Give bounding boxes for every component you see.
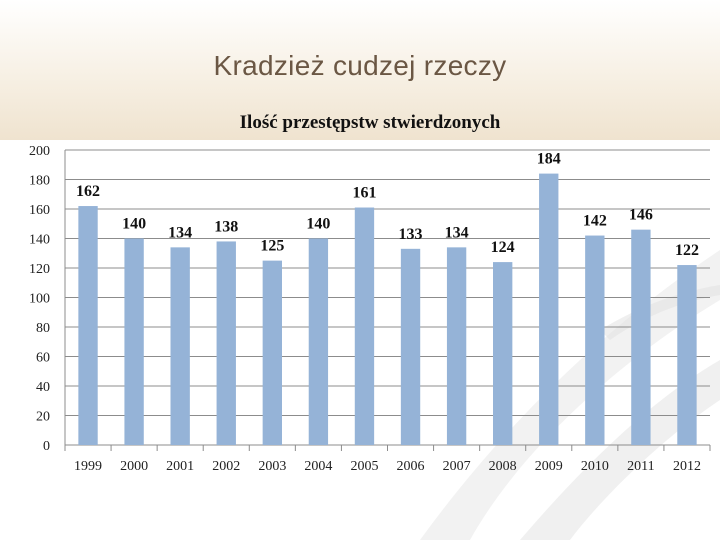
data-label-2009: 184 <box>537 151 561 168</box>
data-label-2004: 140 <box>306 216 330 233</box>
data-label-2003: 125 <box>260 238 284 255</box>
x-tick-label-1999: 1999 <box>74 459 102 474</box>
x-tick-label-2003: 2003 <box>258 459 286 474</box>
data-label-2002: 138 <box>214 218 238 235</box>
chart-gridlines <box>64 149 711 451</box>
data-label-2001: 134 <box>168 224 192 241</box>
x-tick-label-2008: 2008 <box>489 459 517 474</box>
data-label-2008: 124 <box>491 239 515 256</box>
data-label-2005: 161 <box>352 185 376 202</box>
x-tick-label-2011: 2011 <box>627 459 654 474</box>
x-tick-label-2000: 2000 <box>120 459 148 474</box>
slide-background-gradient <box>0 0 720 140</box>
y-tick-label: 140 <box>29 233 50 248</box>
y-tick-label: 100 <box>29 292 50 307</box>
x-tick-label-2005: 2005 <box>350 459 378 474</box>
y-tick-label: 60 <box>36 351 50 366</box>
x-tick-label-2007: 2007 <box>443 459 471 474</box>
y-tick-label: 160 <box>29 203 50 218</box>
bar-1999 <box>78 206 98 445</box>
x-axis-ticks: 1999 2000 2001 2002 2003 2004 2005 2006 2007 2008… <box>74 459 701 474</box>
bar-2004 <box>308 238 329 445</box>
y-tick-label: 200 <box>29 144 50 159</box>
chart-title: Ilość przestępstw stwierdzonych <box>240 112 501 133</box>
x-tick-label-2001: 2001 <box>166 459 194 474</box>
x-tick-label-2010: 2010 <box>581 459 609 474</box>
bar-2009 <box>539 173 559 445</box>
x-tick-label-2004: 2004 <box>304 459 332 474</box>
y-tick-label: 0 <box>43 439 50 454</box>
data-label-1999: 162 <box>76 183 100 200</box>
y-tick-label: 120 <box>29 262 50 277</box>
bar-2002 <box>216 241 236 445</box>
x-tick-label-2009: 2009 <box>535 459 563 474</box>
y-axis-ticks: 0 20 40 60 80 100 120 140 160 180 200 <box>29 144 50 454</box>
chart-data-labels: 162 140 134 138 125 140 161 133 134 124 184 142 146 1… <box>76 151 699 259</box>
bar-2008 <box>493 262 513 445</box>
bar-2001 <box>170 247 190 445</box>
y-tick-label: 180 <box>29 174 50 189</box>
bar-2003 <box>262 260 282 445</box>
slide-title: Kradzież cudzej rzeczy <box>213 50 507 81</box>
data-label-2010: 142 <box>583 213 607 230</box>
x-tick-label-2002: 2002 <box>212 459 240 474</box>
data-label-2000: 140 <box>122 216 146 233</box>
y-tick-label: 40 <box>36 380 50 395</box>
bar-2012 <box>677 265 697 445</box>
x-tick-label-2006: 2006 <box>397 459 425 474</box>
bar-2007 <box>446 247 467 445</box>
bar-2000 <box>124 238 144 445</box>
y-tick-label: 80 <box>36 321 50 336</box>
data-label-2012: 122 <box>675 242 699 259</box>
data-label-2007: 134 <box>445 224 469 241</box>
bar-2005 <box>354 207 375 445</box>
bar-2011 <box>631 229 651 445</box>
bar-2010 <box>585 235 605 445</box>
data-label-2011: 146 <box>629 207 653 224</box>
bar-2006 <box>400 248 421 445</box>
chart-bars <box>78 173 697 445</box>
data-label-2006: 133 <box>399 226 423 243</box>
y-tick-label: 20 <box>36 410 50 425</box>
x-tick-label-2012: 2012 <box>673 459 701 474</box>
